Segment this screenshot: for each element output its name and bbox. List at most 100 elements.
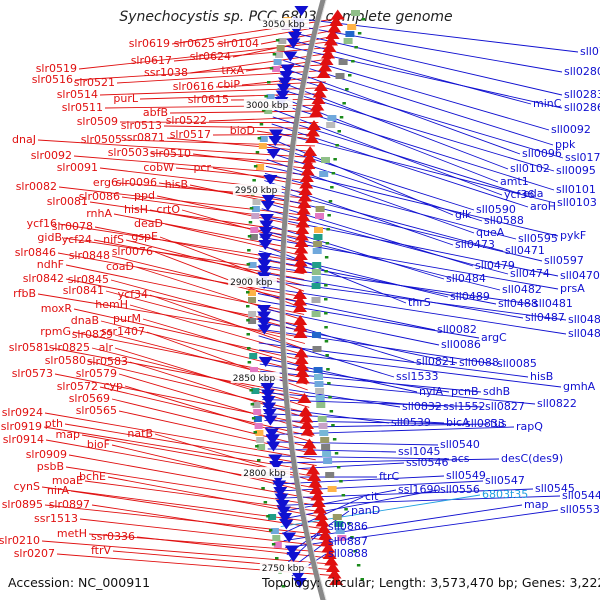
- reverse-gene-label: ycf36: [504, 188, 534, 201]
- reverse-connector: [259, 363, 450, 393]
- forward-gene-arrow: [309, 107, 324, 117]
- reverse-gene-label: sll0085: [497, 357, 537, 370]
- forward-gene-label: slr0573: [12, 367, 53, 380]
- scale-tick: [324, 340, 329, 343]
- reverse-gene-label: sll0544: [562, 489, 600, 502]
- forward-gene-label: slr0615: [188, 93, 229, 106]
- forward-gene-label: slr0510: [150, 147, 191, 160]
- forward-gene-arrow: [321, 48, 335, 59]
- reverse-gene-label: ssl1690: [398, 483, 441, 496]
- forward-feature-block: [317, 416, 327, 422]
- scale-tick: [247, 347, 251, 350]
- reverse-gene-label: sll0590: [476, 203, 516, 216]
- reverse-gene-label: cit: [365, 490, 379, 503]
- forward-gene-arrow: [298, 185, 313, 195]
- scale-tick: [348, 74, 352, 77]
- scale-tick: [275, 39, 280, 42]
- reverse-gene-arrow: [258, 240, 273, 250]
- scale-tick: [249, 389, 253, 392]
- scale-tick: [335, 144, 339, 147]
- scale-tick: [328, 200, 333, 203]
- forward-gene-label: deaD: [134, 217, 163, 230]
- reverse-gene-label: sll0540: [440, 438, 480, 451]
- forward-feature-block: [327, 115, 337, 121]
- forward-gene-arrow: [293, 289, 307, 299]
- forward-gene-label: psbB: [37, 460, 64, 473]
- forward-gene-label: slr0848: [69, 249, 110, 262]
- scale-tick: [281, 585, 286, 588]
- reverse-feature-block: [275, 52, 284, 58]
- scale-tick: [271, 543, 276, 546]
- forward-feature-block: [312, 248, 322, 254]
- forward-gene-arrow: [297, 191, 312, 202]
- scale-tick: [268, 529, 273, 532]
- forward-feature-block: [311, 276, 321, 282]
- forward-feature-block: [315, 206, 325, 212]
- forward-gene-label: dnaB: [71, 314, 99, 327]
- forward-gene-arrow: [296, 211, 311, 221]
- forward-connector: [99, 386, 313, 437]
- reverse-feature-block: [251, 388, 260, 394]
- reverse-gene-label: sll0547: [485, 474, 525, 487]
- kbp-label: 3000 kbp: [246, 101, 289, 111]
- reverse-gene-label: acs: [451, 452, 470, 465]
- kbp-label-background: [243, 99, 293, 110]
- reverse-gene-label: sll0888: [328, 547, 368, 560]
- scale-tick: [324, 270, 328, 273]
- reverse-gene-arrow: [286, 38, 301, 49]
- reverse-gene-label: sll0095: [556, 164, 596, 177]
- reverse-gene-arrow: [265, 435, 280, 445]
- reverse-gene-label: sll0482: [502, 283, 542, 296]
- reverse-feature-block: [259, 136, 268, 142]
- reverse-gene-label: sll0488: [498, 297, 538, 310]
- reverse-gene-arrow: [262, 409, 277, 419]
- forward-gene-label: ssr1513: [34, 512, 78, 525]
- forward-connector: [212, 167, 310, 188]
- forward-gene-arrow: [303, 146, 318, 156]
- forward-gene-label: abfB: [143, 106, 168, 119]
- reverse-gene-label: sdhB: [483, 385, 510, 398]
- forward-gene-label: crtO: [156, 203, 180, 216]
- reverse-connector: [257, 293, 436, 331]
- forward-connector: [121, 196, 307, 222]
- forward-gene-label: slr0503: [108, 146, 149, 159]
- reverse-connector: [291, 24, 563, 73]
- forward-connector: [107, 476, 326, 519]
- scale-tick: [341, 494, 346, 497]
- forward-gene-label: slr0572: [57, 380, 98, 393]
- reverse-gene-label: sll0286: [564, 101, 600, 114]
- forward-gene-arrow: [311, 497, 326, 507]
- forward-gene-label: gspE: [131, 230, 158, 243]
- forward-gene-arrow: [308, 477, 323, 488]
- forward-gene-arrow: [295, 367, 310, 377]
- forward-gene-arrow: [305, 133, 319, 143]
- forward-gene-arrow: [314, 510, 329, 520]
- forward-gene-arrow: [330, 9, 345, 20]
- scale-tick: [251, 417, 256, 420]
- forward-feature-block: [320, 437, 330, 443]
- forward-connector: [173, 46, 334, 62]
- scale-tick: [330, 186, 334, 189]
- forward-feature-block: [327, 486, 337, 492]
- reverse-gene-arrow: [259, 220, 274, 231]
- forward-connector: [166, 137, 315, 153]
- reverse-gene-label: prsA: [560, 282, 585, 295]
- scale-tick: [342, 102, 346, 105]
- forward-gene-label: slr0505: [81, 133, 122, 146]
- forward-connector: [41, 540, 337, 565]
- reverse-gene-label: pykF: [560, 229, 586, 242]
- forward-gene-label: slr0513: [121, 119, 162, 132]
- reverse-connector: [264, 420, 464, 425]
- forward-connector: [129, 361, 311, 420]
- forward-gene-label: cyp: [103, 379, 123, 392]
- forward-gene-label: slr0082: [16, 180, 57, 193]
- forward-gene-arrow: [307, 471, 322, 481]
- reverse-gene-label: bicA: [446, 416, 470, 429]
- forward-feature-block: [319, 171, 329, 177]
- forward-connector: [100, 320, 307, 374]
- reverse-gene-label: sll0096: [522, 147, 562, 160]
- reverse-gene-arrow: [275, 90, 290, 101]
- forward-connector: [37, 139, 314, 158]
- reverse-gene-arrow: [294, 6, 309, 16]
- reverse-feature-block: [270, 528, 279, 534]
